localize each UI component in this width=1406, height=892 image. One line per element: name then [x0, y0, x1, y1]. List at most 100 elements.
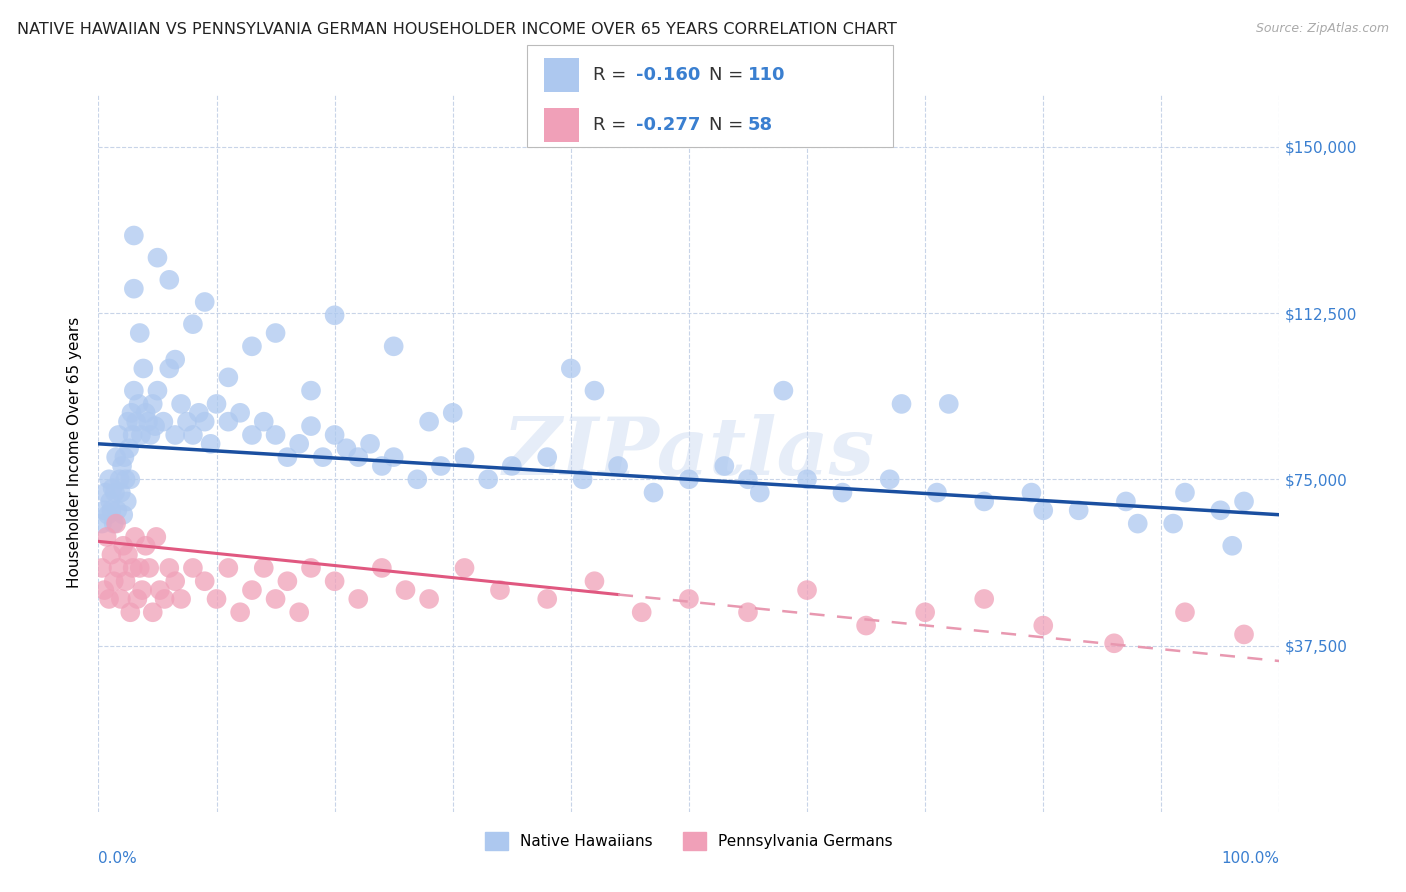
Point	[152, 415, 174, 429]
Point	[117, 415, 139, 429]
Point	[93, 503, 115, 517]
Point	[453, 450, 475, 464]
Text: ZIPatlas: ZIPatlas	[503, 414, 875, 491]
Point	[128, 561, 150, 575]
Point	[406, 472, 429, 486]
Text: 0.0%: 0.0%	[98, 851, 138, 866]
Point	[114, 574, 136, 589]
Point	[1032, 618, 1054, 632]
Point	[1233, 494, 1256, 508]
Point	[973, 494, 995, 508]
Point	[430, 458, 453, 473]
Point	[142, 397, 165, 411]
Point	[131, 583, 153, 598]
Point	[382, 450, 405, 464]
Text: 58: 58	[748, 116, 773, 134]
Point	[157, 273, 180, 287]
Point	[143, 419, 166, 434]
Legend: Native Hawaiians, Pennsylvania Germans: Native Hawaiians, Pennsylvania Germans	[477, 824, 901, 858]
Point	[879, 472, 901, 486]
Point	[122, 384, 145, 398]
Point	[165, 352, 187, 367]
Point	[583, 574, 606, 589]
Point	[132, 361, 155, 376]
Point	[108, 472, 131, 486]
Text: R =: R =	[593, 66, 633, 85]
Point	[737, 605, 759, 619]
Point	[105, 503, 128, 517]
Point	[107, 428, 129, 442]
Point	[135, 406, 157, 420]
Point	[187, 406, 209, 420]
Point	[312, 450, 335, 464]
Point	[713, 458, 735, 473]
Point	[359, 437, 381, 451]
Point	[240, 339, 263, 353]
Point	[129, 428, 152, 442]
Point	[105, 450, 128, 464]
Point	[128, 397, 150, 411]
Point	[114, 472, 136, 486]
Point	[200, 437, 222, 451]
Point	[229, 605, 252, 619]
Point	[240, 583, 263, 598]
Point	[217, 370, 239, 384]
Point	[973, 591, 995, 606]
Point	[146, 384, 169, 398]
Point	[583, 384, 606, 398]
Point	[194, 574, 217, 589]
Point	[120, 472, 142, 486]
Point	[323, 428, 346, 442]
Point	[181, 317, 204, 331]
Point	[91, 516, 114, 531]
Point	[103, 574, 125, 589]
Point	[157, 561, 180, 575]
Point	[796, 583, 818, 598]
Point	[96, 530, 118, 544]
Point	[124, 530, 146, 544]
Point	[299, 384, 322, 398]
Point	[1174, 485, 1197, 500]
Point	[136, 415, 159, 429]
Point	[122, 282, 145, 296]
Text: -0.160: -0.160	[636, 66, 700, 85]
Point	[121, 406, 143, 420]
Point	[122, 228, 145, 243]
Point	[890, 397, 912, 411]
Point	[146, 251, 169, 265]
Point	[100, 503, 122, 517]
Point	[288, 437, 311, 451]
Point	[170, 397, 193, 411]
Point	[128, 326, 150, 340]
Point	[371, 458, 394, 473]
Point	[121, 561, 143, 575]
Text: 100.0%: 100.0%	[1222, 851, 1279, 866]
Point	[418, 591, 440, 606]
Point	[181, 561, 204, 575]
Point	[153, 591, 176, 606]
Point	[98, 591, 121, 606]
Point	[112, 508, 135, 522]
Point	[115, 494, 138, 508]
Point	[914, 605, 936, 619]
Point	[111, 458, 134, 473]
Point	[107, 561, 129, 575]
Point	[264, 326, 287, 340]
Point	[831, 485, 853, 500]
Point	[240, 428, 263, 442]
Point	[1115, 494, 1137, 508]
Point	[418, 415, 440, 429]
Text: N =: N =	[709, 66, 748, 85]
Point	[165, 428, 187, 442]
Point	[323, 574, 346, 589]
Point	[229, 406, 252, 420]
Text: -0.277: -0.277	[636, 116, 700, 134]
Point	[299, 561, 322, 575]
Point	[217, 415, 239, 429]
Point	[176, 415, 198, 429]
Point	[501, 458, 523, 473]
Text: NATIVE HAWAIIAN VS PENNSYLVANIA GERMAN HOUSEHOLDER INCOME OVER 65 YEARS CORRELAT: NATIVE HAWAIIAN VS PENNSYLVANIA GERMAN H…	[17, 22, 897, 37]
Point	[560, 361, 582, 376]
Point	[1220, 539, 1243, 553]
Point	[607, 458, 630, 473]
